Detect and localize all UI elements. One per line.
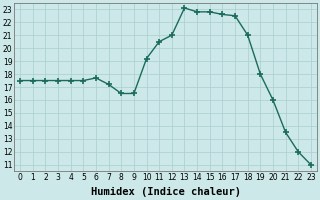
X-axis label: Humidex (Indice chaleur): Humidex (Indice chaleur) [91, 187, 241, 197]
